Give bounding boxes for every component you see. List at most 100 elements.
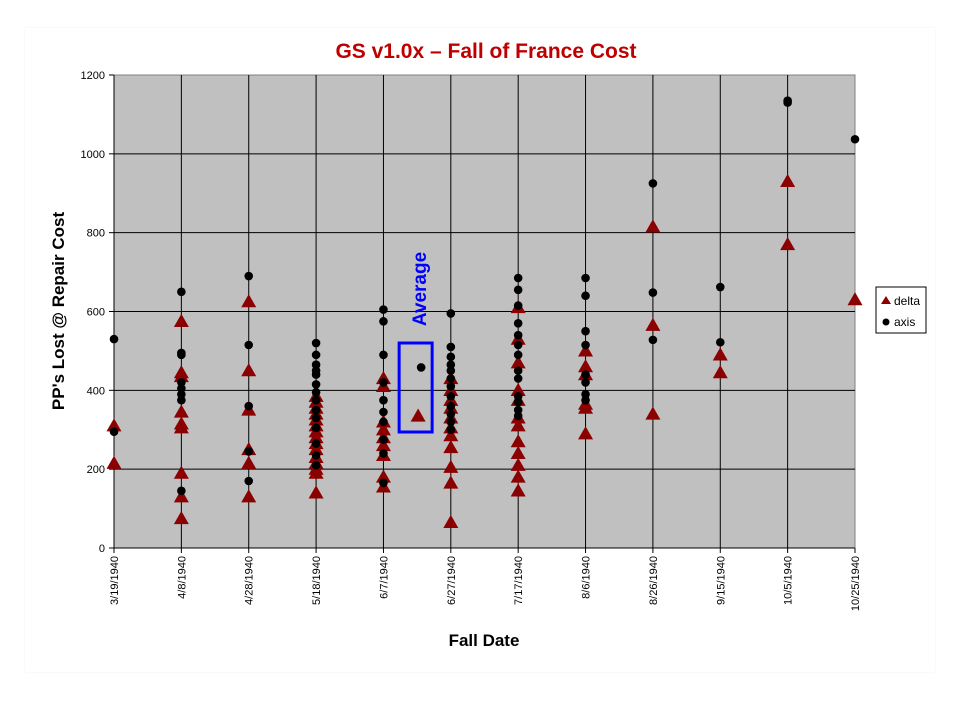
axis-point	[513, 411, 523, 421]
axis-point	[715, 337, 725, 347]
x-tick-label: 5/18/1940	[311, 556, 323, 605]
axis-point	[177, 389, 186, 399]
legend-marker-axis	[882, 318, 890, 326]
axis-point	[581, 340, 590, 350]
axis-point	[379, 395, 388, 405]
axis-point	[311, 460, 321, 470]
y-axis: 0 200 400 600 800 1000 1200	[81, 70, 114, 555]
delta-point	[510, 434, 526, 448]
y-tick-label: 600	[87, 307, 105, 319]
delta-point	[173, 313, 189, 327]
axis-point	[311, 370, 321, 379]
delta-point	[780, 173, 796, 188]
axis-point	[446, 342, 456, 352]
axis-point	[311, 413, 321, 423]
axis-point	[311, 350, 321, 360]
axis-point	[648, 288, 658, 297]
delta-point	[241, 489, 257, 503]
delta-point	[241, 455, 257, 469]
delta-point	[578, 400, 594, 414]
delta-point	[578, 359, 594, 373]
axis-point	[850, 134, 860, 144]
delta-point	[375, 438, 391, 452]
x-tick-label: 6/27/1940	[446, 556, 458, 605]
axis-point	[581, 326, 590, 336]
delta-point	[712, 347, 728, 361]
delta-point	[645, 317, 661, 331]
x-tick-label: 8/6/1940	[581, 556, 593, 599]
y-tick-label: 1200	[81, 70, 105, 82]
axis-point	[446, 309, 456, 318]
axis-point	[177, 486, 186, 496]
x-tick-label: 10/25/1940	[850, 556, 862, 611]
axis-point	[581, 389, 590, 399]
axis-point	[379, 417, 388, 427]
axis-point	[311, 338, 321, 348]
average-annotation: Average	[397, 252, 434, 434]
delta-point	[780, 236, 796, 251]
axis-point	[513, 366, 523, 375]
legend-label-delta: delta	[894, 294, 920, 308]
axis-point	[311, 423, 321, 433]
axis-point	[311, 451, 321, 460]
axis-point	[244, 476, 254, 486]
axis-point	[581, 273, 590, 283]
axis-point	[648, 179, 658, 188]
axis-point	[379, 317, 388, 326]
delta-point	[443, 439, 459, 454]
delta-point	[510, 418, 526, 432]
delta-point	[106, 455, 122, 469]
x-axis-title: Fall Date	[449, 631, 520, 650]
delta-point	[106, 418, 122, 432]
delta-point	[375, 469, 391, 483]
axis-point	[581, 395, 590, 405]
y-tick-label: 400	[87, 385, 105, 397]
x-tick-label: 4/8/1940	[176, 556, 188, 599]
axis-point	[311, 380, 321, 389]
axis-point	[446, 374, 456, 383]
delta-point	[847, 292, 863, 306]
axis-point	[379, 449, 388, 458]
y-tick-label: 1000	[81, 149, 105, 161]
axis-point	[311, 360, 321, 370]
delta-point	[578, 343, 594, 357]
x-tick-label: 7/17/1940	[513, 556, 525, 605]
axis-point	[379, 378, 388, 387]
delta-point	[443, 459, 459, 473]
axis-point	[446, 352, 456, 362]
axis-point	[446, 366, 456, 375]
x-tick-label: 4/28/1940	[244, 556, 256, 605]
delta-point	[510, 457, 526, 471]
y-axis-title: PP's Lost @ Repair Cost	[49, 212, 68, 411]
axis-point	[244, 447, 254, 456]
axis-point	[513, 405, 523, 415]
average-label: Average	[410, 252, 431, 326]
delta-point	[443, 428, 459, 442]
delta-point	[510, 355, 526, 369]
delta-point	[308, 441, 324, 456]
delta-point	[510, 445, 526, 460]
x-tick-label: 8/26/1940	[648, 556, 660, 605]
delta-point	[578, 426, 594, 440]
delta-point	[173, 404, 189, 418]
axis-point	[513, 397, 523, 407]
axis-point	[446, 360, 456, 370]
axis-point	[379, 435, 388, 444]
axis-point	[513, 319, 523, 328]
delta-point	[375, 422, 391, 436]
axis-point	[446, 409, 456, 419]
axis-point	[513, 285, 523, 295]
axis-point	[513, 374, 523, 383]
axis-point	[177, 287, 186, 297]
y-tick-label: 0	[99, 543, 105, 555]
delta-point	[645, 406, 661, 420]
chart-title: GS v1.0x – Fall of France Cost	[335, 40, 636, 63]
delta-point	[173, 510, 189, 525]
delta-point	[173, 420, 189, 434]
axis-point	[177, 350, 186, 360]
average-delta-point	[410, 408, 426, 422]
axis-point	[715, 282, 725, 292]
delta-point	[308, 485, 324, 499]
axis-point	[379, 478, 388, 488]
